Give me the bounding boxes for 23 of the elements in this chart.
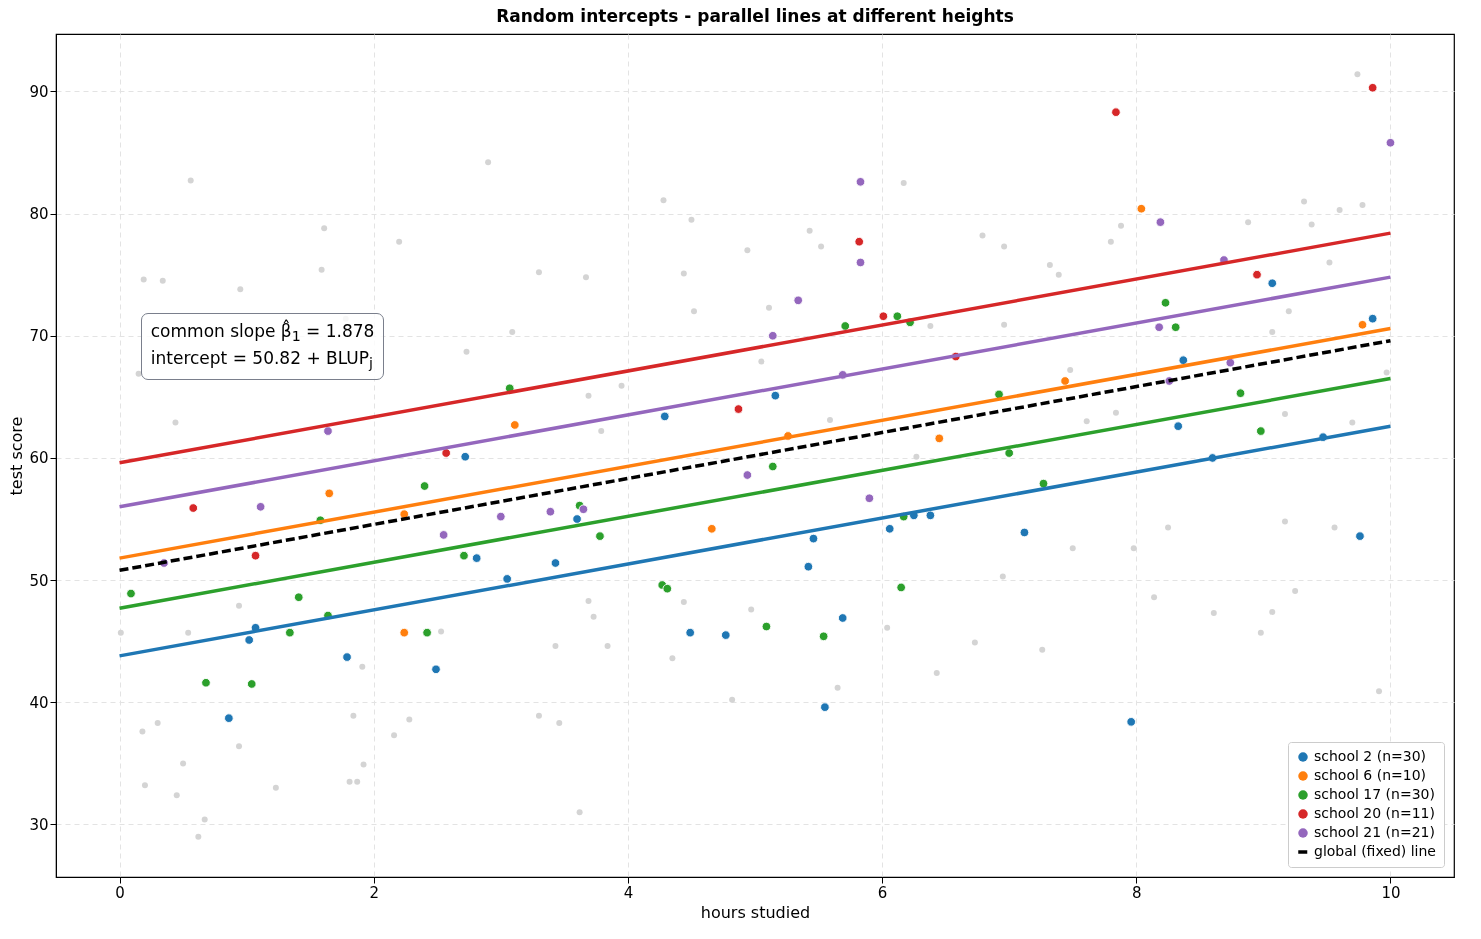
x-axis-title: hours studied (700, 902, 811, 922)
y-axis-title: test score (7, 416, 27, 496)
x-tick-label: 10 (1381, 883, 1401, 902)
y-tick-label: 60 (29, 449, 49, 468)
x-tick-label: 8 (1132, 883, 1142, 902)
y-tick-label: 40 (29, 693, 49, 712)
legend-label: school 6 (n=10) (1314, 767, 1427, 783)
x-tick-label: 6 (877, 883, 888, 902)
x-tick-label: 2 (369, 883, 379, 902)
y-tick-label: 50 (29, 571, 49, 590)
note-box: common slope β̂$_{1}$ = 1.878 intercept = 50.82 + BLUP$_{j}$ (140, 313, 385, 381)
y-tick-label: 30 (29, 815, 49, 834)
x-tick-label: 4 (623, 883, 634, 902)
chart-title: Random intercepts - parallel lines at different heights (496, 6, 1014, 26)
legend-label: school 20 (n=11) (1314, 805, 1435, 821)
legend-label: global (fixed) line (1314, 843, 1436, 859)
x-tick-label: 0 (115, 883, 125, 902)
y-tick-label: 70 (29, 327, 49, 346)
legend-label: school 17 (n=30) (1314, 786, 1435, 802)
y-tick-label: 80 (29, 205, 49, 224)
legend-label: school 2 (n=30) (1314, 748, 1427, 764)
legend-label: school 21 (n=21) (1314, 824, 1435, 840)
y-tick-label: 90 (29, 82, 49, 101)
